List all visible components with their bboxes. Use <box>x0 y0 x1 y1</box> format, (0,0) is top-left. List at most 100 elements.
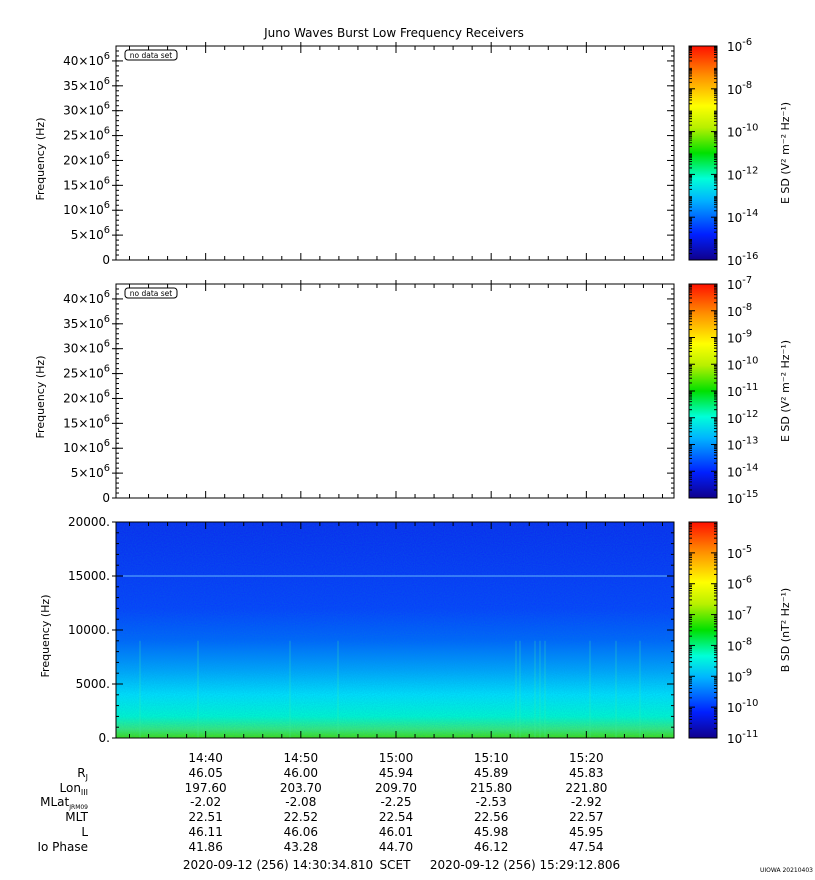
y-tick-label: 5×106 <box>71 225 110 242</box>
colorbar-tick-label: 10-12 <box>727 165 758 182</box>
time-range-end: 2020-09-12 (256) 15:29:12.806 <box>430 858 620 872</box>
spectrogram-noise <box>116 522 674 738</box>
ephemeris-value: -2.08 <box>285 795 316 809</box>
y-tick-label: 35×106 <box>63 76 110 93</box>
colorbar-frame <box>688 521 718 739</box>
y-tick-label: 35×106 <box>63 314 110 331</box>
colorbar-tick-label: 10-11 <box>727 382 758 399</box>
time-tick-label: 15:10 <box>474 751 509 765</box>
y-tick-label: 20×106 <box>63 150 110 167</box>
ephemeris-value: 43.28 <box>284 840 318 854</box>
ephemeris-value: 45.98 <box>474 825 508 839</box>
no-data-badge <box>124 287 178 299</box>
ephemeris-value: -2.25 <box>380 795 411 809</box>
y-tick-label: 10×106 <box>63 200 110 217</box>
ephemeris-label: MLT <box>65 810 88 824</box>
ephemeris-label: RJ <box>77 766 88 782</box>
colorbar-tick-label: 10-6 <box>727 575 752 592</box>
ephemeris-value: 22.51 <box>188 810 222 824</box>
ephemeris-value: -2.92 <box>571 795 602 809</box>
colorbar-frame <box>688 45 718 261</box>
ephemeris-label: Io Phase <box>37 840 88 854</box>
time-tick-label: 15:00 <box>379 751 414 765</box>
colorbar-tick-label: 10-16 <box>727 251 758 268</box>
colorbar-tick-label: 10-8 <box>727 636 752 653</box>
y-tick-label: 30×106 <box>63 339 110 356</box>
colorbar-tick-label: 10-10 <box>727 355 758 372</box>
colorbar-tick-label: 10-10 <box>727 698 758 715</box>
ephemeris-value: 44.70 <box>379 840 413 854</box>
ephemeris-value: 46.12 <box>474 840 508 854</box>
y-tick-label: 0. <box>99 731 110 745</box>
ephemeris-value: 46.11 <box>188 825 222 839</box>
colorbar-tick-label: 10-13 <box>727 436 758 453</box>
time-tick-label: 14:40 <box>188 751 223 765</box>
time-axis: 14:40 14:50 15:00 15:10 15:20 <box>188 751 603 765</box>
y-tick-label: 10000. <box>68 623 110 637</box>
ephemeris-value: 45.83 <box>569 766 603 780</box>
panel-top: 0 5×106 10×106 15×106 20×106 25×106 30×106 35×1… <box>34 37 792 268</box>
ephemeris-value: 22.54 <box>379 810 413 824</box>
ephemeris-label: L <box>81 825 88 839</box>
no-data-badge <box>124 49 178 61</box>
y-tick-label: 0 <box>102 491 110 505</box>
ephemeris-value: 209.70 <box>375 781 417 795</box>
colorbar-tick-label: 10-11 <box>727 729 758 746</box>
time-tick-label: 14:50 <box>284 751 319 765</box>
y-tick-label: 25×106 <box>63 364 110 381</box>
plot-frame <box>115 45 675 261</box>
colorbar-label: E SD (V² m⁻² Hz⁻¹) <box>779 340 792 442</box>
ephemeris-value: 197.60 <box>185 781 227 795</box>
panel-bottom: 0. 5000. 10000. 15000. 20000. Frequency (Hz) 1… <box>39 515 792 746</box>
y-tick-label: 20000. <box>68 515 110 529</box>
colorbar <box>689 522 717 738</box>
credit-label: UIOWA 20210403 <box>760 867 813 874</box>
y-tick-label: 25×106 <box>63 126 110 143</box>
ephemeris-label: LonIII <box>60 781 89 797</box>
colorbar-label: B SD (nT² Hz⁻¹) <box>779 588 792 672</box>
time-range-label: SCET <box>380 858 412 872</box>
panel-middle: 0 5×106 10×106 15×106 20×106 25×106 30×106 35×1… <box>34 275 792 506</box>
colorbar-tick-label: 10-12 <box>727 409 758 426</box>
y-tick-label: 40×106 <box>63 289 110 306</box>
colorbar-tick-label: 10-14 <box>727 208 758 225</box>
colorbar-tick-label: 10-10 <box>727 123 758 140</box>
y-tick-label: 40×106 <box>63 51 110 68</box>
y-tick-label: 20×106 <box>63 388 110 405</box>
ephemeris-table: RJ 46.05 46.00 45.94 45.89 45.83 LonIII 197.60 2… <box>37 766 607 854</box>
y-tick-label: 0 <box>102 253 110 267</box>
time-range-start: 2020-09-12 (256) 14:30:34.810 <box>183 858 373 872</box>
y-tick-label: 30×106 <box>63 101 110 118</box>
y-tick-label: 15×106 <box>63 175 110 192</box>
ephemeris-value: 46.05 <box>188 766 222 780</box>
colorbar-tick-label: 10-9 <box>727 329 752 346</box>
y-tick-label: 15000. <box>68 569 110 583</box>
y-axis-label: Frequency (Hz) <box>39 595 52 678</box>
y-tick-label: 15×106 <box>63 413 110 430</box>
y-tick-label: 5×106 <box>71 463 110 480</box>
colorbar-tick-label: 10-7 <box>727 606 752 623</box>
ephemeris-value: 45.94 <box>379 766 413 780</box>
ephemeris-value: 22.52 <box>284 810 318 824</box>
ephemeris-value: 46.00 <box>284 766 318 780</box>
ephemeris-value: 215.80 <box>470 781 512 795</box>
ephemeris-value: -2.53 <box>476 795 507 809</box>
colorbar-tick-label: 10-8 <box>727 302 752 319</box>
ephemeris-label: MLatJRM09 <box>40 795 88 811</box>
ephemeris-value: 22.56 <box>474 810 508 824</box>
colorbar-tick-label: 10-15 <box>727 489 758 506</box>
ephemeris-value: 47.54 <box>569 840 603 854</box>
ephemeris-value: 221.80 <box>565 781 607 795</box>
ephemeris-value: -2.02 <box>190 795 221 809</box>
colorbar-label: E SD (V² m⁻² Hz⁻¹) <box>779 102 792 204</box>
y-axis-label: Frequency (Hz) <box>34 118 47 201</box>
colorbar-tick-label: 10-6 <box>727 37 752 54</box>
y-tick-label: 5000. <box>76 677 110 691</box>
ephemeris-value: 203.70 <box>280 781 322 795</box>
ephemeris-value: 41.86 <box>188 840 222 854</box>
colorbar-tick-label: 10-14 <box>727 462 758 479</box>
colorbar-tick-label: 10-5 <box>727 544 752 561</box>
ephemeris-value: 45.95 <box>569 825 603 839</box>
no-data-text: no data set <box>130 51 173 60</box>
